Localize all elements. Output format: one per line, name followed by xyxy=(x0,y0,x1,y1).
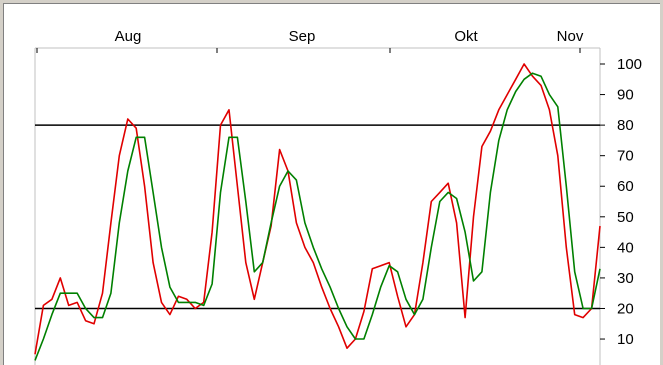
y-tick-label-70: 70 xyxy=(617,148,634,165)
red-series-line xyxy=(34,63,601,355)
y-tick-label-40: 40 xyxy=(617,239,634,256)
y-tick-label-10: 10 xyxy=(617,331,634,348)
y-tick-label-20: 20 xyxy=(617,300,634,317)
x-tick-label-aug: Aug xyxy=(115,28,142,45)
chart-panel xyxy=(3,3,660,365)
y-tick-label-60: 60 xyxy=(617,178,634,195)
green-series-line xyxy=(34,72,601,361)
x-tick-label-sep: Sep xyxy=(289,28,316,45)
y-tick-label-30: 30 xyxy=(617,270,634,287)
x-tick-label-okt: Okt xyxy=(454,28,478,45)
y-tick-label-90: 90 xyxy=(617,87,634,104)
y-tick-label-100: 100 xyxy=(617,56,642,73)
x-tick-label-nov: Nov xyxy=(557,28,584,45)
y-tick-label-80: 80 xyxy=(617,117,634,134)
y-tick-label-50: 50 xyxy=(617,209,634,226)
